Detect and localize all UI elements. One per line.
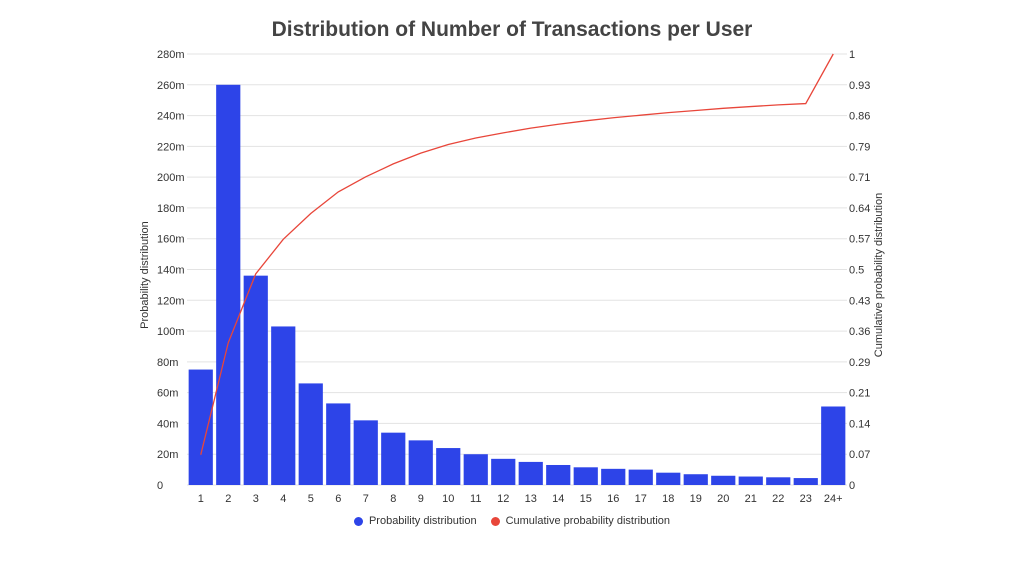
y-axis-label: Probability distribution bbox=[139, 221, 151, 329]
y2-axis-label: Cumulative probability distribution bbox=[873, 193, 885, 357]
y2-tick-label: 0.43 bbox=[849, 295, 870, 307]
y2-tick-label: 0.79 bbox=[849, 141, 870, 153]
x-tick-label: 20 bbox=[717, 493, 729, 505]
legend-item-probability[interactable]: Probability distribution bbox=[353, 515, 477, 527]
grid-lines bbox=[187, 53, 847, 486]
x-tick-label: 15 bbox=[580, 493, 592, 505]
y-tick-label: 100m bbox=[157, 326, 185, 338]
y2-tick-label: 0 bbox=[849, 480, 855, 492]
y2-tick-label: 1 bbox=[849, 49, 855, 61]
y2-tick-label: 0.07 bbox=[849, 449, 870, 461]
bar-5[interactable] bbox=[298, 383, 323, 485]
y2-tick-label: 0.29 bbox=[849, 357, 870, 369]
bar-4[interactable] bbox=[271, 326, 296, 485]
cumulative-line-series bbox=[200, 53, 834, 455]
x-tick-label: 21 bbox=[745, 493, 757, 505]
y-tick-label: 160m bbox=[157, 234, 185, 246]
y-tick-label: 260m bbox=[157, 80, 185, 92]
y-tick-label: 180m bbox=[157, 203, 185, 215]
legend-label-cumulative: Cumulative probability distribution bbox=[505, 515, 671, 527]
bar-1[interactable] bbox=[188, 369, 213, 485]
x-tick-label: 3 bbox=[253, 493, 259, 505]
bar-12[interactable] bbox=[491, 458, 516, 485]
x-tick-label: 5 bbox=[308, 493, 314, 505]
x-tick-label: 8 bbox=[390, 493, 396, 505]
bar-21[interactable] bbox=[738, 476, 763, 485]
left-axis-ticks: 0 20m 40m 60m 80m 100m 120m 140m 160m 180m 200m 220… bbox=[157, 49, 185, 492]
bar-17[interactable] bbox=[628, 469, 653, 485]
x-tick-label: 16 bbox=[607, 493, 619, 505]
x-tick-label: 11 bbox=[470, 493, 481, 505]
y-tick-label: 240m bbox=[157, 111, 185, 123]
x-tick-label: 13 bbox=[525, 493, 537, 505]
y-tick-label: 80m bbox=[157, 357, 178, 369]
x-tick-label: 17 bbox=[635, 493, 647, 505]
right-axis-ticks: 0 0.07 0.14 0.21 0.29 0.36 0.43 0.5 0.57 0.64 0.71… bbox=[849, 49, 870, 492]
y2-tick-label: 0.71 bbox=[849, 172, 870, 184]
y-tick-label: 60m bbox=[157, 388, 178, 400]
bar-20[interactable] bbox=[711, 475, 736, 485]
y-tick-label: 140m bbox=[157, 265, 185, 277]
bar-15[interactable] bbox=[573, 467, 598, 485]
bar-24+[interactable] bbox=[821, 406, 846, 485]
legend-marker-probability bbox=[353, 516, 363, 526]
bar-6[interactable] bbox=[326, 403, 351, 485]
y2-tick-label: 0.36 bbox=[849, 326, 870, 338]
x-tick-label: 14 bbox=[552, 493, 564, 505]
bar-22[interactable] bbox=[766, 477, 791, 485]
y2-tick-label: 0.5 bbox=[849, 265, 864, 277]
bar-23[interactable] bbox=[793, 478, 818, 485]
x-tick-label: 18 bbox=[662, 493, 674, 505]
x-tick-label: 22 bbox=[772, 493, 784, 505]
bar-2[interactable] bbox=[216, 84, 241, 486]
legend-marker-cumulative bbox=[490, 516, 500, 526]
bar-18[interactable] bbox=[656, 472, 681, 485]
x-tick-label: 1 bbox=[198, 493, 204, 505]
bar-7[interactable] bbox=[353, 420, 378, 485]
x-tick-label: 23 bbox=[800, 493, 812, 505]
y-tick-label: 20m bbox=[157, 449, 178, 461]
y-tick-label: 220m bbox=[157, 141, 185, 153]
x-tick-label: 2 bbox=[225, 493, 231, 505]
bar-14[interactable] bbox=[546, 464, 571, 485]
y-tick-label: 0 bbox=[157, 480, 163, 492]
bar-19[interactable] bbox=[683, 474, 708, 485]
x-tick-label: 19 bbox=[690, 493, 702, 505]
bar-3[interactable] bbox=[243, 275, 268, 485]
y2-tick-label: 0.86 bbox=[849, 111, 870, 123]
x-axis-ticks: 1 2 3 4 5 6 7 8 9 10 11 12 13 14 15 16 17 18 19 20 21 22 23 24+ bbox=[198, 493, 843, 505]
y-tick-label: 120m bbox=[157, 295, 185, 307]
cumulative-line[interactable] bbox=[200, 53, 834, 455]
bar-16[interactable] bbox=[601, 468, 626, 485]
y2-tick-label: 0.21 bbox=[849, 388, 870, 400]
y-tick-label: 280m bbox=[157, 49, 185, 61]
legend-item-cumulative[interactable]: Cumulative probability distribution bbox=[490, 515, 671, 527]
bar-13[interactable] bbox=[518, 461, 543, 485]
chart-title: Distribution of Number of Transactions p… bbox=[271, 18, 753, 41]
y-tick-label: 200m bbox=[157, 172, 185, 184]
y2-tick-label: 0.93 bbox=[849, 80, 870, 92]
x-tick-label: 12 bbox=[497, 493, 509, 505]
y-tick-label: 40m bbox=[157, 418, 178, 430]
bar-series bbox=[188, 84, 846, 486]
legend-label-probability: Probability distribution bbox=[368, 515, 477, 527]
x-tick-label: 10 bbox=[442, 493, 454, 505]
x-tick-label: 9 bbox=[418, 493, 424, 505]
x-tick-label: 6 bbox=[335, 493, 341, 505]
legend: Probability distribution Cumulative prob… bbox=[0, 515, 1024, 527]
x-tick-label: 4 bbox=[280, 493, 286, 505]
y2-tick-label: 0.14 bbox=[849, 418, 870, 430]
x-tick-label: 24+ bbox=[824, 493, 843, 505]
x-tick-label: 7 bbox=[363, 493, 369, 505]
bar-10[interactable] bbox=[436, 448, 461, 485]
bar-11[interactable] bbox=[463, 454, 488, 485]
y2-tick-label: 0.57 bbox=[849, 234, 870, 246]
bar-9[interactable] bbox=[408, 440, 433, 485]
bar-8[interactable] bbox=[381, 432, 406, 485]
y2-tick-label: 0.64 bbox=[849, 203, 870, 215]
